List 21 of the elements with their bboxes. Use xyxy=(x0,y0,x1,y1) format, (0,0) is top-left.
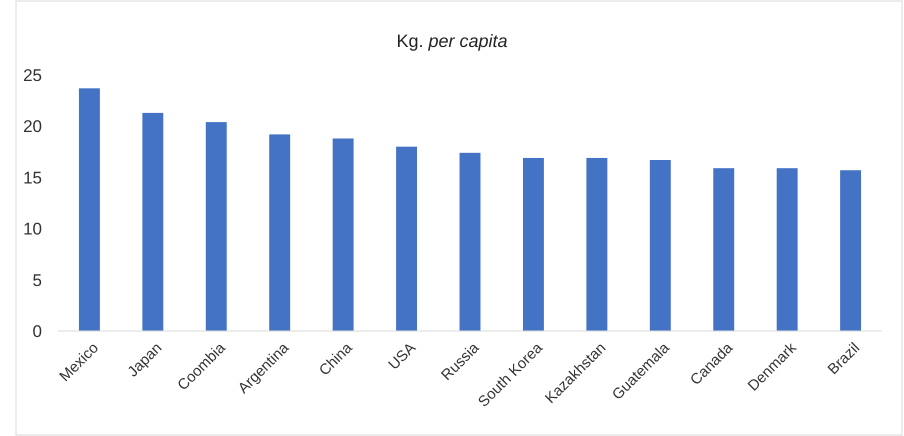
bar xyxy=(269,134,290,331)
y-tick-label: 5 xyxy=(32,270,42,290)
bar xyxy=(586,158,608,331)
bar xyxy=(776,168,798,331)
y-tick-label: 10 xyxy=(23,220,42,239)
bar xyxy=(206,122,227,331)
bar xyxy=(142,112,164,331)
bar xyxy=(460,152,480,331)
y-tick-label: 20 xyxy=(23,117,42,136)
bar xyxy=(332,138,354,331)
bar xyxy=(713,168,734,331)
y-tick-label: 0 xyxy=(32,322,42,341)
bar xyxy=(840,170,862,331)
bar xyxy=(522,158,544,331)
y-tick-label: 15 xyxy=(23,168,42,188)
bar xyxy=(396,146,418,331)
x-tick-label: USA xyxy=(385,340,420,374)
y-tick-label: 25 xyxy=(23,66,42,85)
bar xyxy=(78,88,100,331)
bar xyxy=(650,160,671,331)
chart-title: Kg. per capita xyxy=(396,31,508,51)
